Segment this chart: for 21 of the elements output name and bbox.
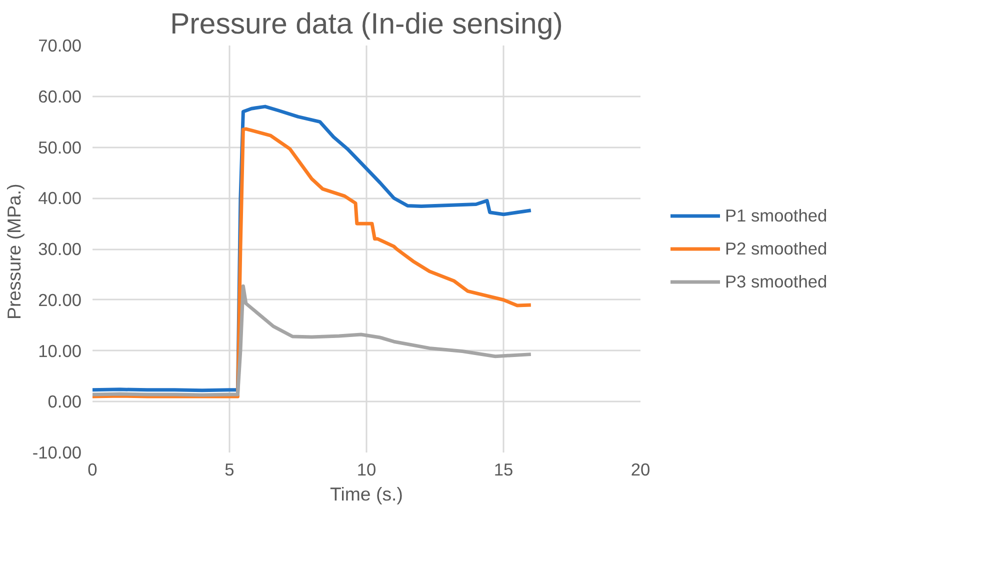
y-tick-label: 30.00: [38, 239, 82, 259]
y-tick-label: 40.00: [38, 188, 82, 208]
y-axis-title: Pressure (MPa.): [3, 184, 24, 320]
legend-label: P1 smoothed: [725, 205, 828, 226]
x-tick-label: 5: [224, 460, 234, 480]
y-tick-label: 0.00: [48, 392, 82, 412]
y-tick-label: 50.00: [38, 137, 82, 158]
x-tick-label: 20: [630, 460, 650, 480]
y-tick-label: 20.00: [38, 290, 82, 310]
y-tick-label: -10.00: [32, 442, 82, 462]
chart-title: Pressure data (In-die sensing): [170, 8, 563, 40]
y-tick-label: 60.00: [38, 86, 82, 106]
line-series: [92, 284, 533, 397]
x-tick-label: 0: [88, 460, 98, 480]
x-tick-label: 15: [494, 460, 514, 480]
x-tick-label: 10: [356, 460, 376, 480]
y-tick-label: 70.00: [38, 36, 82, 56]
y-tick-label: 10.00: [38, 340, 82, 361]
legend-label: P3 smoothed: [725, 271, 828, 292]
legend-label: P2 smoothed: [725, 238, 828, 259]
x-axis-title: Time (s.): [330, 484, 403, 504]
